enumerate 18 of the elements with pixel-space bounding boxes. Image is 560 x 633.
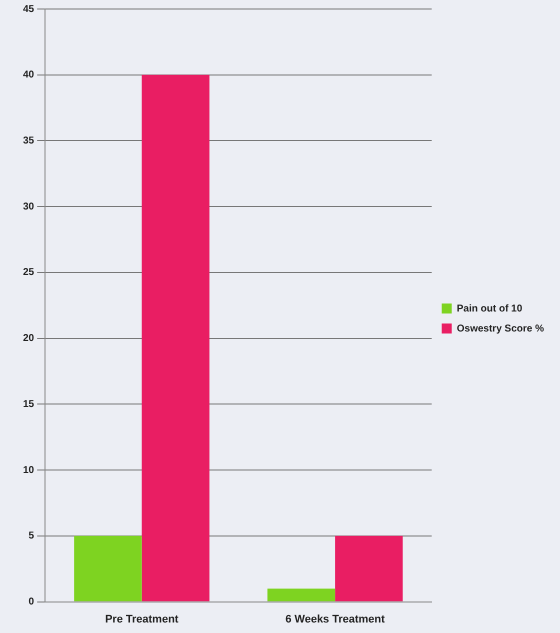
y-tick-label: 20: [23, 333, 35, 344]
x-tick-label: 6 Weeks Treatment: [285, 613, 386, 626]
y-tick-label: 40: [23, 70, 35, 81]
y-tick-label: 45: [23, 4, 35, 15]
y-tick-label: 10: [23, 464, 35, 476]
bar: [142, 74, 210, 602]
x-tick-label: Pre Treatment: [105, 613, 179, 626]
bar: [335, 536, 403, 602]
y-tick-label: 15: [23, 398, 35, 410]
bar: [74, 536, 142, 602]
y-tick-label: 30: [23, 201, 35, 212]
y-tick-label: 0: [28, 596, 35, 608]
bar: [267, 588, 336, 602]
y-tick-label: 25: [23, 267, 35, 278]
legend-label: Oswestry Score %: [456, 323, 544, 334]
y-tick-label: 35: [23, 135, 35, 146]
y-tick-label: 5: [28, 530, 35, 542]
legend-label: Pain out of 10: [456, 303, 523, 314]
